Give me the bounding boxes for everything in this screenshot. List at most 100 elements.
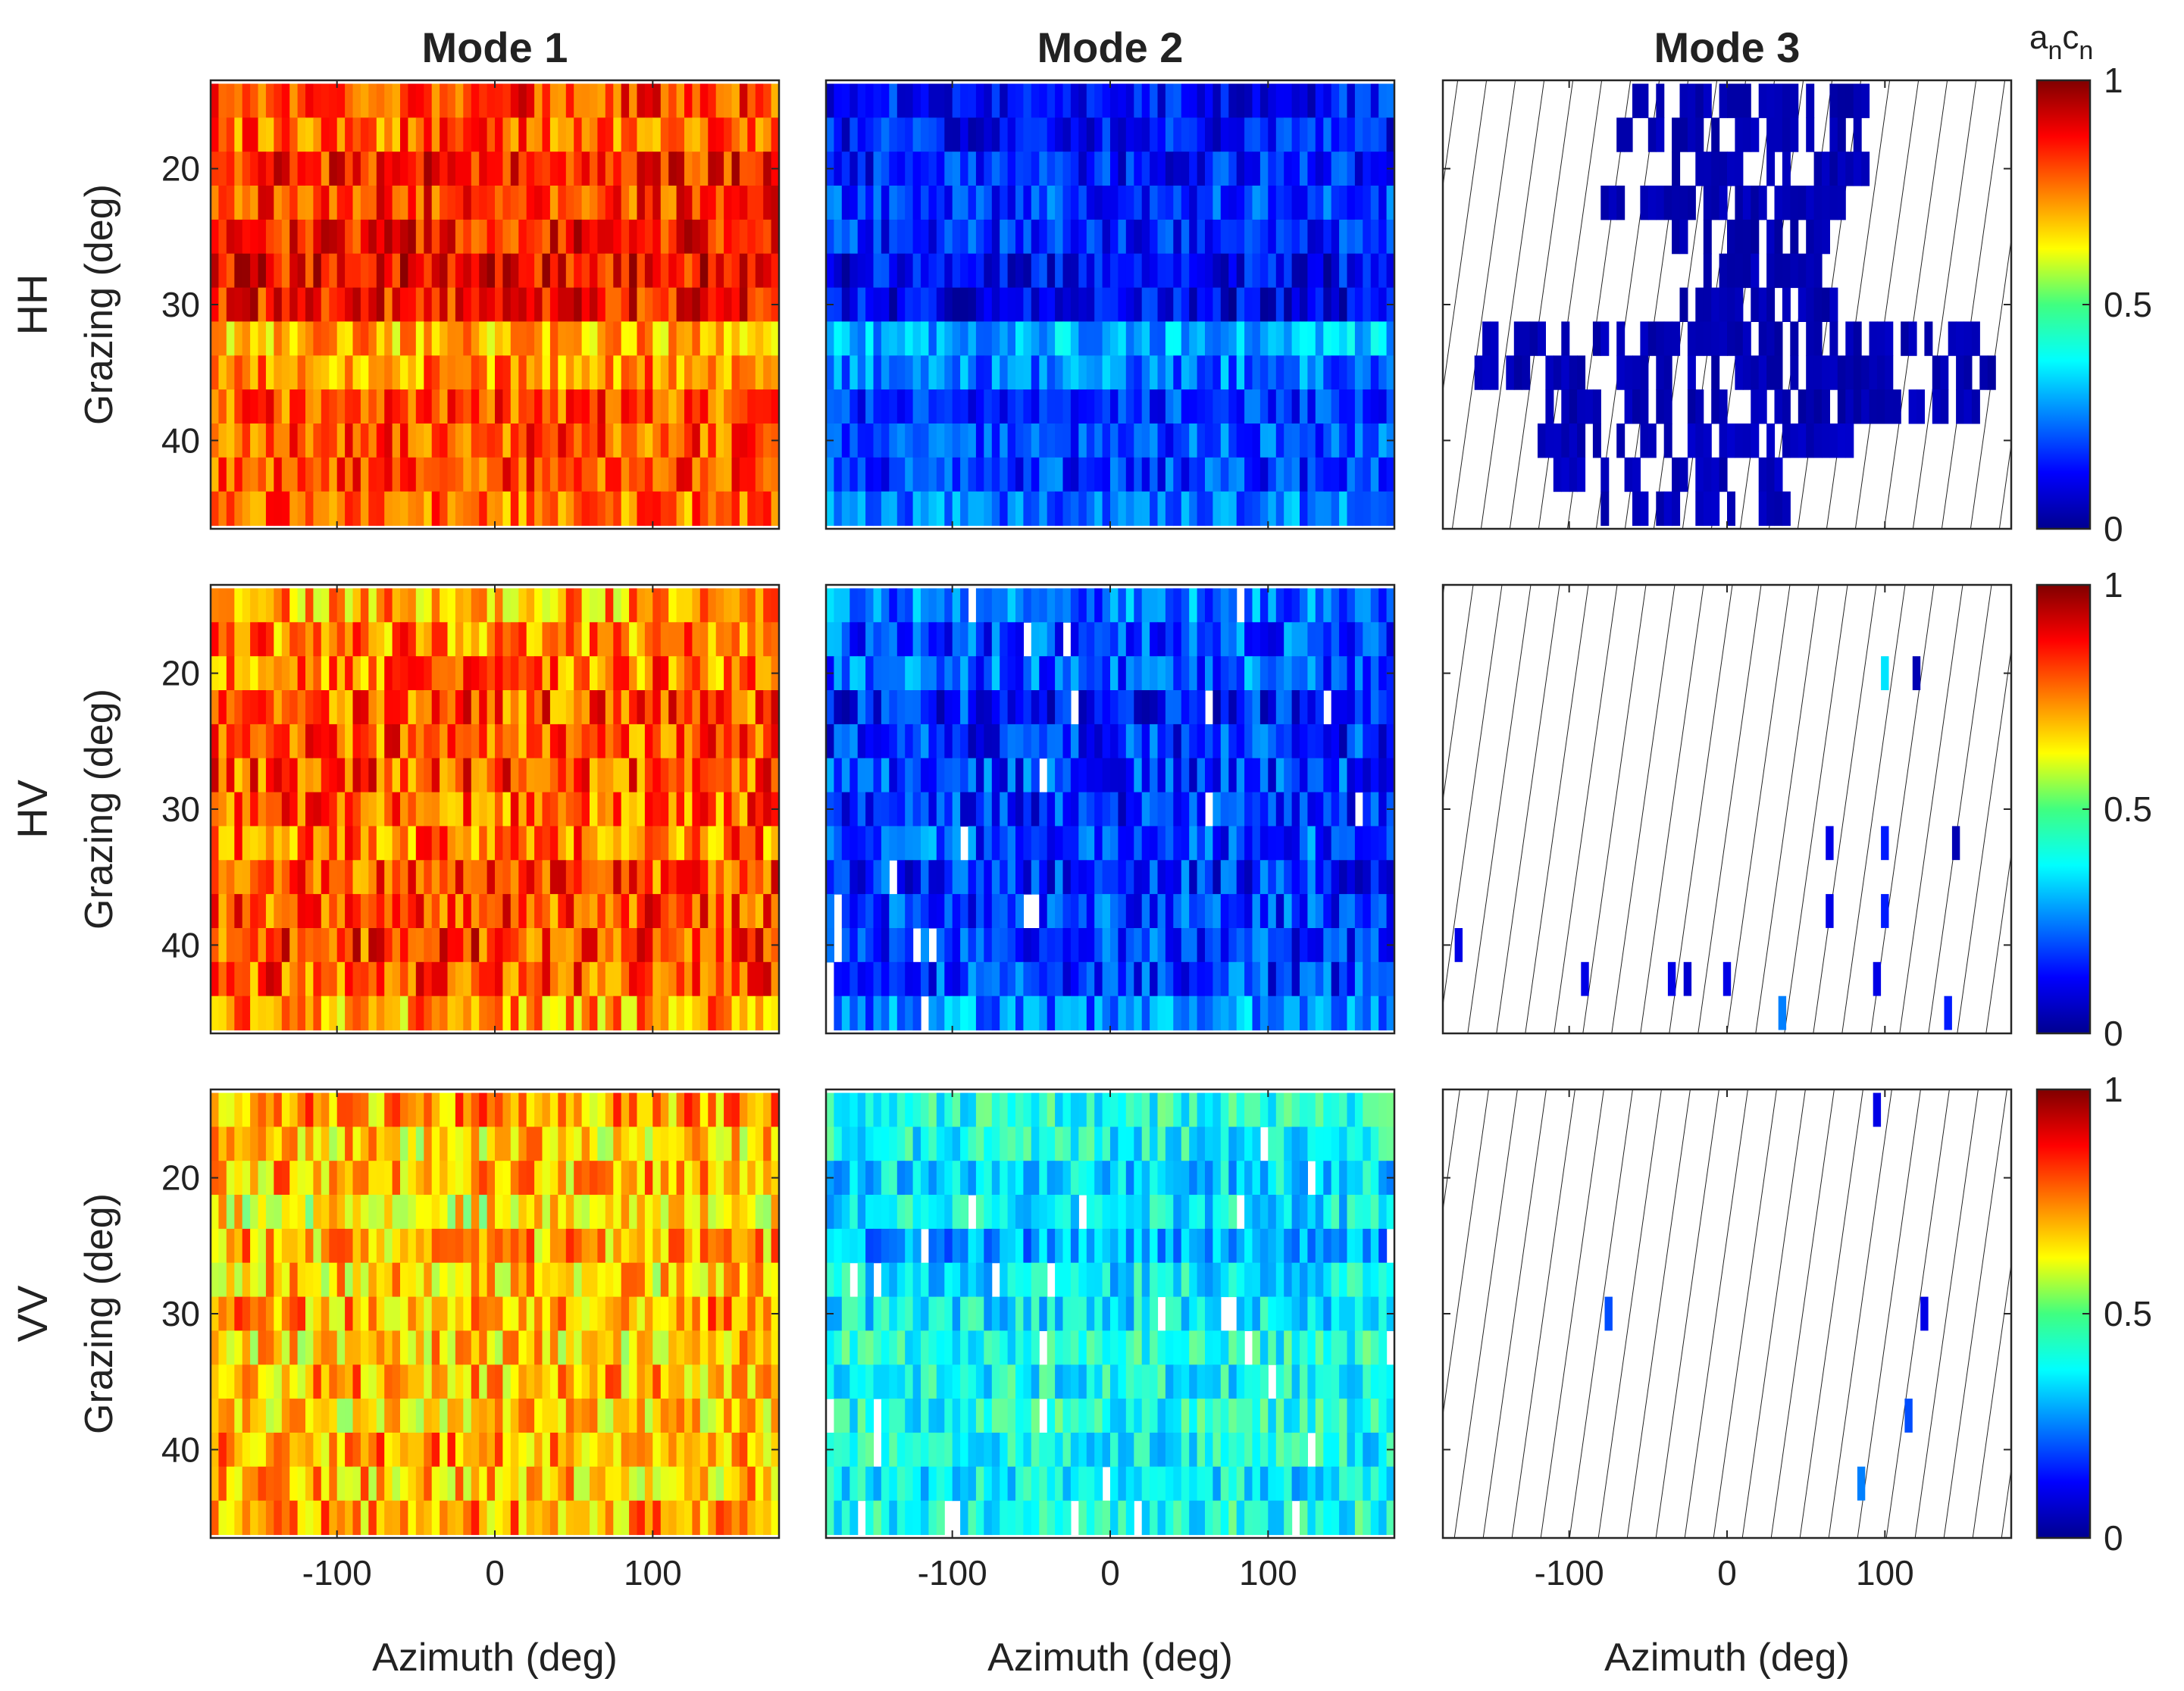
heatmap-cell — [336, 1433, 346, 1468]
heatmap-cell — [234, 724, 243, 759]
heatmap-cell — [1086, 860, 1095, 895]
heatmap-cell — [921, 219, 929, 255]
heatmap-cell — [629, 656, 638, 691]
heatmap-cell — [265, 1296, 274, 1331]
heatmap-cell — [841, 389, 850, 424]
heatmap-cell — [408, 152, 417, 186]
heatmap-cell — [1039, 996, 1048, 1031]
heatmap-cell — [1055, 355, 1064, 390]
heatmap-cell — [424, 83, 433, 118]
heatmap-cell — [936, 186, 945, 220]
heatmap-cell — [558, 588, 567, 623]
heatmap-cell — [637, 1433, 646, 1468]
heatmap-cell — [1386, 355, 1395, 390]
heatmap-cell — [1189, 894, 1198, 929]
heatmap-cell — [715, 622, 724, 657]
heatmap-cell — [1259, 389, 1269, 424]
heatmap-cell — [400, 1195, 408, 1230]
heatmap-cell — [889, 321, 898, 356]
heatmap-cell — [234, 1399, 243, 1433]
heatmap-cell — [281, 724, 290, 759]
heatmap-cell — [928, 321, 937, 356]
heatmap-cell — [1173, 656, 1182, 691]
heatmap-cell — [431, 1161, 440, 1196]
heatmap-cell — [1023, 588, 1032, 623]
heatmap-cell — [510, 253, 519, 289]
heatmap-cell — [558, 1228, 567, 1264]
heatmap-cell — [1197, 928, 1206, 963]
heatmap-cell — [952, 894, 961, 929]
heatmap-cell — [1259, 152, 1269, 186]
heatmap-cell — [1711, 355, 1720, 390]
heatmap-cell — [321, 1330, 330, 1365]
heatmap-cell — [1339, 826, 1348, 861]
heatmap-cell — [518, 961, 527, 997]
heatmap-cell — [250, 1330, 259, 1365]
heatmap-cell — [1751, 253, 1760, 289]
heatmap-cell — [1853, 389, 1862, 424]
heatmap-cell — [368, 961, 377, 997]
heatmap-cell — [841, 656, 850, 691]
heatmap-cell — [1118, 724, 1127, 759]
heatmap-cell — [265, 287, 274, 322]
heatmap-cell — [1339, 724, 1348, 759]
heatmap-cell — [747, 491, 756, 527]
heatmap-cell — [360, 355, 369, 390]
heatmap-cell — [479, 656, 488, 691]
heatmap-cell — [771, 826, 780, 861]
heatmap-cell — [1094, 860, 1103, 895]
heatmap-cell — [692, 1228, 701, 1264]
heatmap-cell — [755, 1161, 764, 1196]
heatmap-cell — [274, 1296, 283, 1331]
heatmap-cell — [1055, 724, 1064, 759]
heatmap-cell — [1023, 996, 1032, 1031]
heatmap-cell — [1259, 588, 1269, 623]
heatmap-cell — [1703, 457, 1712, 492]
heatmap-cell — [1663, 424, 1672, 458]
heatmap-cell — [1102, 928, 1111, 963]
heatmap-cell — [258, 152, 267, 186]
heatmap-cell — [1062, 588, 1072, 623]
heatmap-cell — [1125, 961, 1134, 997]
heatmap-cell — [1751, 355, 1760, 390]
heatmap-cell — [1220, 186, 1229, 220]
heatmap-cell — [826, 491, 834, 527]
heatmap-cell — [242, 1228, 251, 1264]
heatmap-cell — [652, 826, 662, 861]
heatmap-cell — [313, 253, 322, 289]
heatmap-cell — [724, 1092, 733, 1127]
heatmap-cell — [1086, 117, 1095, 152]
heatmap-cell — [542, 287, 551, 322]
heatmap-cell — [660, 355, 669, 390]
heatmap-cell — [590, 1092, 598, 1127]
heatmap-cell — [274, 996, 283, 1031]
heatmap-cell — [297, 792, 306, 827]
heatmap-cell — [1062, 724, 1072, 759]
heatmap-cell — [1284, 792, 1293, 827]
heatmap-cell — [400, 826, 408, 861]
heatmap-cell — [581, 1330, 590, 1365]
heatmap-cell — [755, 860, 764, 895]
heatmap-cell — [944, 792, 953, 827]
heatmap-cell — [1015, 656, 1024, 691]
heatmap-cell — [289, 1195, 299, 1230]
heatmap-cell — [739, 724, 748, 759]
heatmap-cell — [502, 1330, 512, 1365]
heatmap-cell — [684, 321, 693, 356]
heatmap-cell — [211, 1127, 219, 1161]
heatmap-cell — [881, 321, 890, 356]
heatmap-cell — [495, 219, 503, 255]
heatmap-cell — [345, 389, 354, 424]
heatmap-cell — [479, 1127, 488, 1161]
heatmap-cell — [408, 588, 417, 623]
heatmap-cell — [234, 1262, 243, 1298]
y-tick-label: 30 — [161, 285, 200, 324]
heatmap-cell — [865, 656, 875, 691]
heatmap-cell — [590, 457, 598, 492]
heatmap-cell — [1102, 758, 1111, 793]
heatmap-cell — [692, 457, 701, 492]
heatmap-cell — [352, 1195, 361, 1230]
heatmap-cell — [1291, 894, 1300, 929]
heatmap-cell — [1735, 117, 1744, 152]
heatmap-cell — [1924, 321, 1933, 356]
